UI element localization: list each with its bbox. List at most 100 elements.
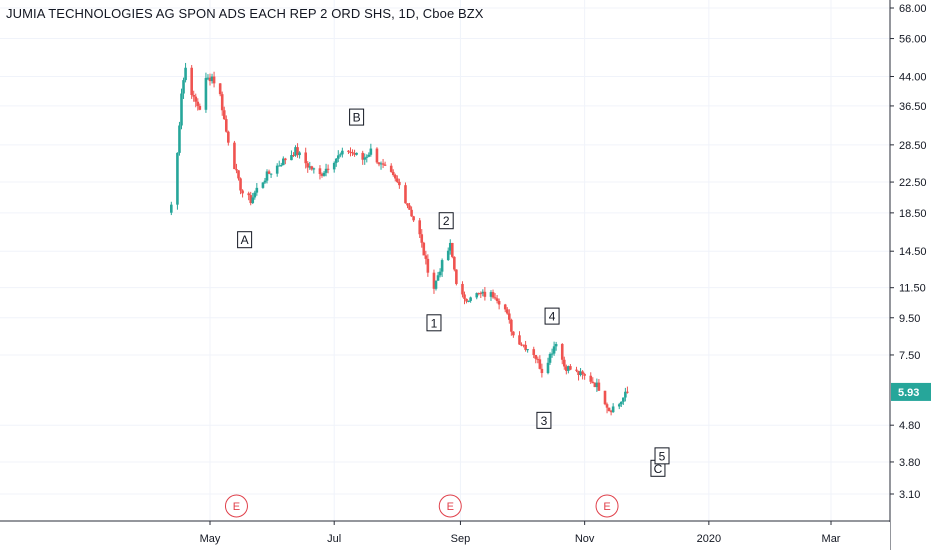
earnings-label: E: [447, 501, 454, 513]
candle: [483, 286, 487, 301]
candle: [253, 190, 257, 200]
wave-label-text: 2: [443, 214, 450, 228]
candle-body: [241, 190, 244, 194]
wave-label-5: 5: [654, 447, 670, 465]
candle-body: [481, 291, 485, 294]
candle-body: [310, 166, 314, 170]
candle: [503, 303, 507, 313]
candle: [418, 217, 422, 238]
candle: [294, 145, 297, 157]
candle-body: [512, 331, 515, 336]
earnings-marker[interactable]: E: [595, 494, 619, 518]
candle: [546, 357, 550, 375]
candle-body: [436, 275, 440, 281]
candle-body: [518, 335, 521, 345]
candle-body: [597, 382, 601, 391]
wave-label-box: [237, 231, 253, 249]
candle: [540, 363, 544, 378]
candle-body: [420, 234, 424, 243]
candle-body: [622, 397, 625, 402]
candle: [393, 173, 397, 182]
candle: [178, 121, 181, 156]
price-tick-label: 36.50: [899, 101, 927, 113]
candle: [505, 307, 509, 315]
candle-body: [569, 366, 572, 370]
candle-body: [304, 152, 307, 164]
candle: [581, 370, 584, 380]
candle: [235, 163, 238, 174]
time-tick-label: Sep: [451, 533, 471, 545]
price-tick-label: 22.50: [899, 177, 927, 189]
candle: [440, 258, 444, 277]
candle-body: [424, 255, 428, 259]
candle: [391, 169, 395, 177]
candle-body: [218, 83, 222, 95]
candle-body: [393, 174, 397, 179]
candle-body: [282, 158, 285, 166]
candle-body: [326, 168, 330, 170]
candle-body: [503, 304, 507, 310]
candle-body: [526, 349, 529, 351]
wave-label-text: C: [654, 462, 663, 476]
candle-body: [483, 291, 487, 297]
candle-body: [579, 371, 582, 376]
candle: [284, 157, 287, 165]
candle: [412, 215, 415, 223]
candle: [495, 295, 499, 304]
candle-body: [408, 205, 411, 210]
candle: [375, 147, 379, 164]
candle: [597, 379, 601, 391]
candle-body: [263, 180, 267, 183]
candle: [469, 296, 472, 303]
candle: [389, 163, 393, 173]
candle: [453, 256, 456, 272]
time-axis[interactable]: May Jul Sep Nov 2020 Mar: [200, 521, 841, 545]
candle: [477, 292, 481, 296]
candle-body: [208, 77, 212, 82]
price-axis[interactable]: 68.00 56.00 44.00 36.50 28.50 22.50 18.50 14.50…: [890, 3, 927, 501]
candle-body: [508, 313, 511, 320]
candle: [347, 150, 350, 155]
candle: [424, 250, 428, 265]
candle-body: [448, 242, 452, 251]
candle: [237, 170, 240, 181]
candle: [282, 156, 285, 166]
candle-body: [475, 293, 479, 298]
candle-body: [178, 125, 181, 153]
candle-body: [212, 76, 216, 84]
candle: [522, 344, 525, 348]
time-axis-background: [0, 522, 890, 550]
candle-body: [438, 271, 442, 276]
time-tick-label: Nov: [575, 533, 595, 545]
candle: [475, 292, 479, 300]
candle: [508, 309, 511, 324]
candle: [355, 152, 358, 156]
candle: [398, 178, 401, 189]
earnings-marker[interactable]: E: [438, 494, 462, 518]
candle: [448, 239, 452, 255]
earnings-marker[interactable]: E: [224, 494, 248, 518]
candle-body: [198, 105, 202, 110]
candle-body: [552, 346, 556, 354]
candle-body: [210, 76, 214, 82]
time-tick-label: May: [200, 533, 221, 545]
candle: [579, 368, 582, 377]
candle: [194, 93, 198, 108]
grid: [0, 0, 890, 521]
candle-body: [611, 406, 615, 413]
candle-body: [565, 366, 568, 371]
candle-body: [253, 192, 257, 198]
candle-body: [450, 242, 454, 257]
candle-body: [591, 381, 595, 383]
candle-body: [251, 197, 255, 204]
candle: [275, 163, 279, 177]
candle-body: [308, 166, 312, 168]
price-tick-label: 3.80: [899, 457, 920, 469]
candle: [569, 364, 572, 371]
candle: [220, 91, 224, 116]
candle-body: [446, 250, 450, 261]
candle-body: [575, 369, 578, 371]
candle-body: [398, 181, 401, 186]
candle-body: [367, 154, 371, 157]
